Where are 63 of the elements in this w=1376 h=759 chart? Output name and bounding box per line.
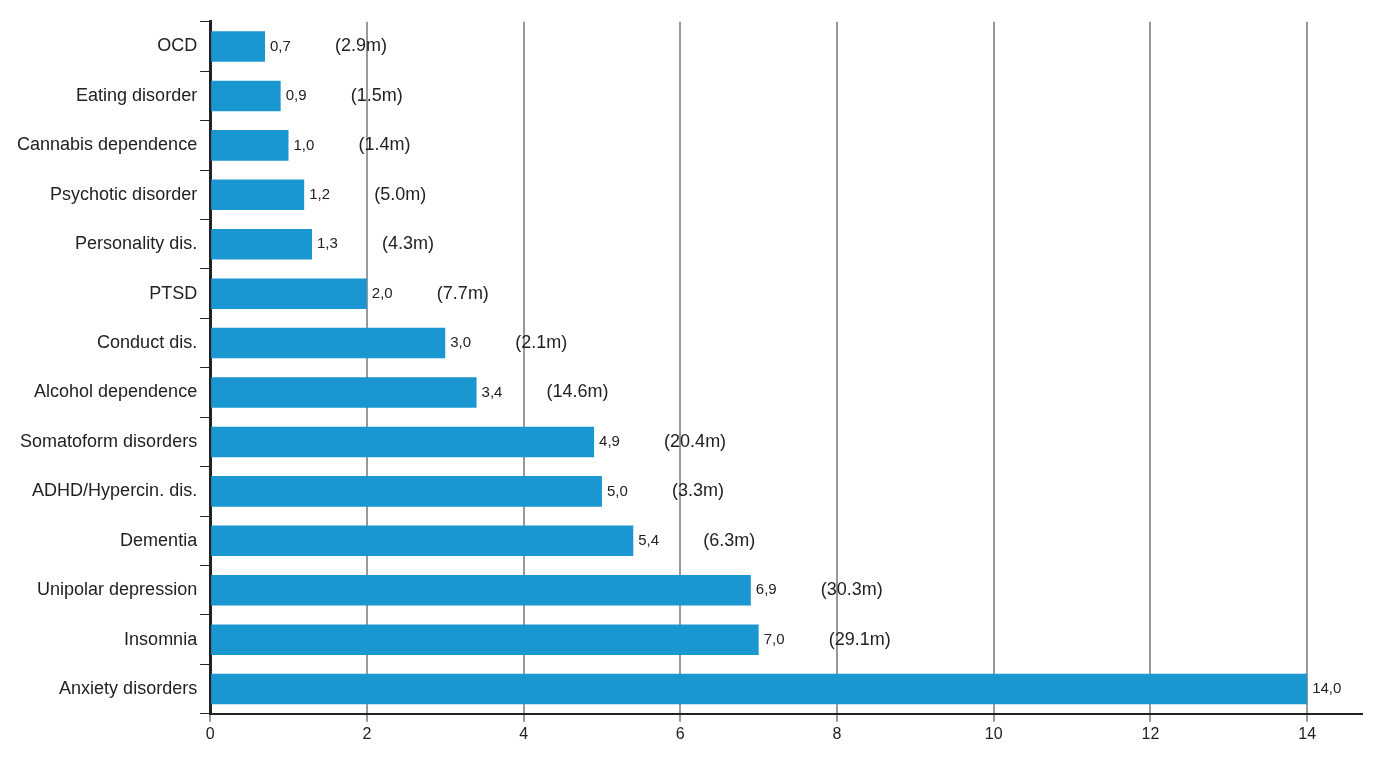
annotation: (4.3m) <box>382 233 435 254</box>
y-tick-label: Cannabis dependence <box>16 134 198 155</box>
y-tick-label: PTSD <box>149 282 198 303</box>
data-label: 4,9 <box>599 432 620 450</box>
annotation: (2.1m) <box>515 332 568 353</box>
y-tick-label: ADHD/Hypercin. dis. <box>32 480 198 501</box>
data-label: 2,0 <box>371 283 393 301</box>
bar <box>211 228 313 260</box>
bar <box>211 476 602 507</box>
data-label: 3,0 <box>450 333 472 351</box>
x-tick-label: 0 <box>205 724 215 742</box>
data-label: 0,9 <box>285 86 307 104</box>
annotation: (3.3m) <box>671 480 724 501</box>
bar <box>211 80 281 112</box>
bar <box>211 574 751 606</box>
annotation: (2.9m) <box>335 35 388 56</box>
bar <box>211 525 634 557</box>
annotation: (14.6m) <box>546 381 609 402</box>
bar <box>211 130 289 161</box>
y-tick-label: OCD <box>157 35 198 56</box>
bar <box>211 624 759 655</box>
bar <box>211 673 1308 705</box>
y-tick-label: Insomnia <box>124 628 199 649</box>
annotation: (5.0m) <box>374 183 427 204</box>
x-tick-label: 4 <box>519 724 529 742</box>
y-tick-label: Eating disorder <box>76 84 198 105</box>
bar <box>211 31 265 62</box>
annotation: (7.7m) <box>436 282 489 303</box>
x-tick-label: 6 <box>675 724 685 742</box>
x-tick-label: 14 <box>1298 724 1317 742</box>
bar <box>211 278 367 309</box>
y-tick-label: Dementia <box>120 529 199 550</box>
y-tick-label: Personality dis. <box>75 233 198 254</box>
y-tick-label: Psychotic disorder <box>50 183 198 204</box>
data-label: 1,2 <box>309 184 331 202</box>
y-tick-label: Somatoform disorders <box>20 430 198 451</box>
x-tick-label: 10 <box>984 724 1003 742</box>
data-label: 5,4 <box>638 530 660 548</box>
data-label: 1,0 <box>293 135 315 153</box>
data-label: 14,0 <box>1312 679 1342 697</box>
data-label: 3,4 <box>481 382 503 400</box>
annotation: (1.4m) <box>358 134 411 155</box>
annotation: (1.5m) <box>350 84 403 105</box>
y-tick-label: Anxiety disorders <box>59 678 198 699</box>
x-tick-label: 8 <box>832 724 842 742</box>
data-label: 1,3 <box>317 234 338 252</box>
y-tick-label: Conduct dis. <box>97 332 198 353</box>
data-label: 6,9 <box>755 580 777 598</box>
x-tick-label: 12 <box>1141 724 1160 742</box>
y-tick-label: Unipolar depression <box>37 579 198 600</box>
annotation: (29.1m) <box>828 628 891 649</box>
annotation: (30.3m) <box>820 579 883 600</box>
annotation: (20.4m) <box>664 430 727 451</box>
data-label: 0,7 <box>270 36 291 54</box>
y-tick-label: Alcohol dependence <box>34 381 198 402</box>
bar <box>211 426 595 458</box>
bar <box>211 179 305 211</box>
data-label: 7,0 <box>763 629 785 647</box>
bar <box>211 377 477 408</box>
bar <box>211 327 446 359</box>
x-tick-label: 2 <box>362 724 372 742</box>
annotation: (6.3m) <box>703 529 756 550</box>
data-label: 5,0 <box>606 481 628 499</box>
